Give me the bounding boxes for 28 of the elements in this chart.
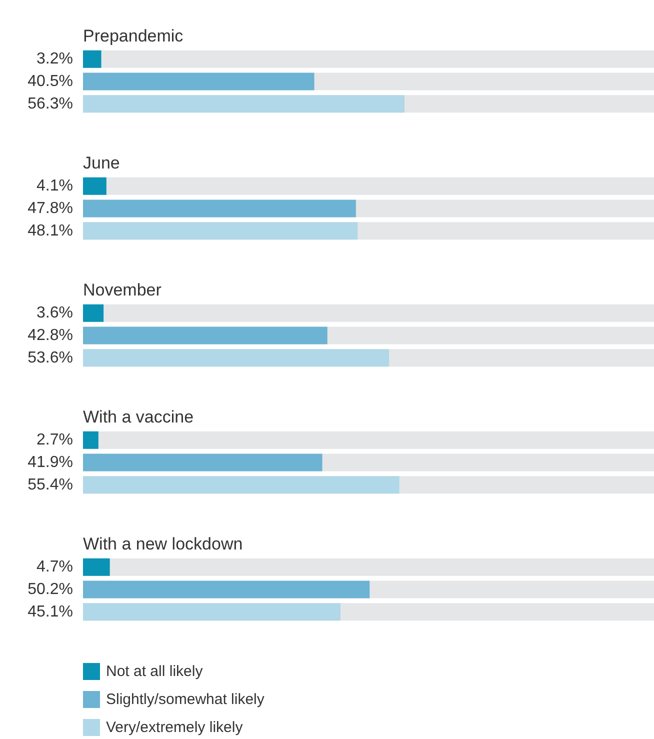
y-tick-label: Prepandemic [83, 26, 184, 46]
y-tick-label: With a new lockdown [83, 534, 243, 554]
data-label: 2.7% [36, 431, 73, 448]
legend-label: Not at all likely [106, 662, 203, 680]
legend-label: Slightly/somewhat likely [106, 690, 264, 708]
data-label: 3.6% [36, 304, 73, 322]
bar [83, 177, 106, 195]
data-label: 55.4% [28, 476, 73, 494]
data-label: 56.3% [28, 95, 73, 112]
data-label: 42.8% [28, 326, 73, 344]
data-label: 50.2% [28, 580, 73, 598]
bar [83, 558, 110, 576]
y-tick-label: November [83, 280, 162, 300]
legend-label: Very/extremely likely [106, 718, 243, 736]
bar [83, 431, 98, 449]
data-label: 4.1% [36, 177, 73, 194]
data-label: 45.1% [28, 603, 73, 620]
y-tick-label: With a vaccine [83, 408, 194, 426]
data-label: 48.1% [28, 222, 73, 240]
data-label: 40.5% [28, 72, 73, 90]
bar [83, 50, 102, 68]
data-label: 53.6% [28, 349, 73, 366]
y-tick-label: June [83, 154, 120, 172]
data-label: 41.9% [28, 454, 73, 471]
data-label: 3.2% [36, 50, 73, 68]
data-label: 4.7% [36, 558, 73, 576]
data-label: 47.8% [28, 200, 73, 217]
bar [83, 304, 104, 322]
